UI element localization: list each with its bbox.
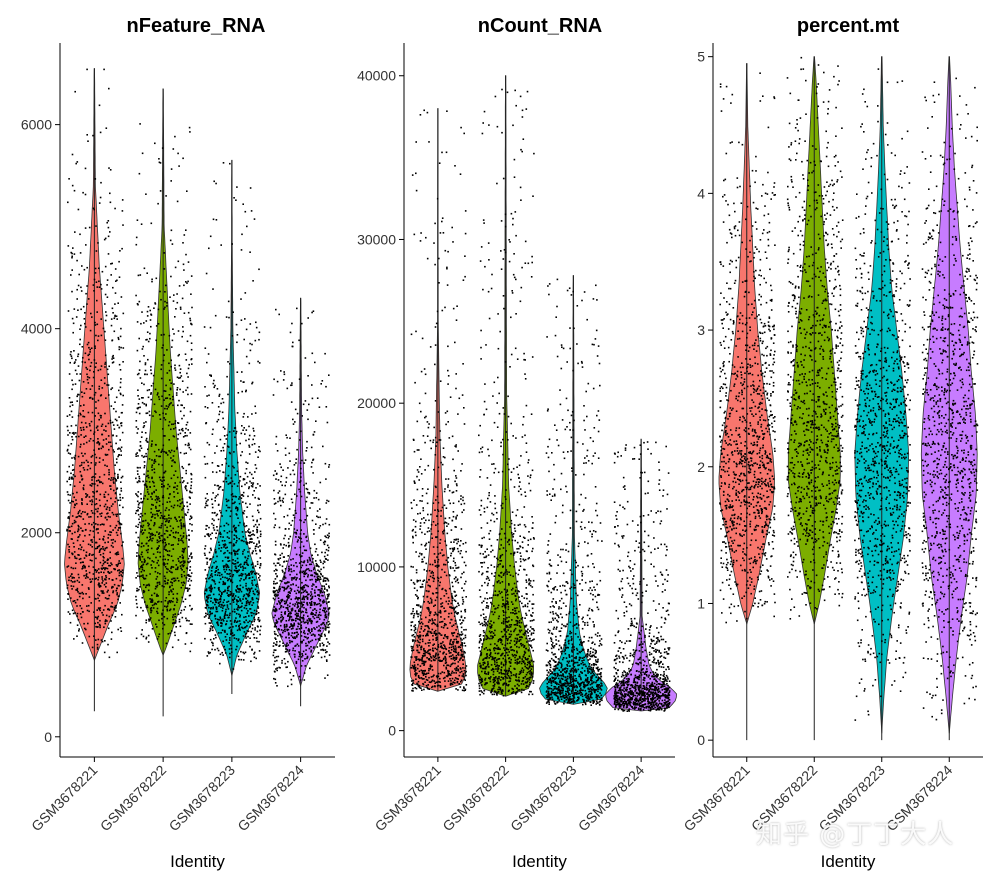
y-tick-label: 10000	[357, 559, 396, 575]
x-tick-label: GSM3678224	[234, 762, 307, 835]
x-axis-label: Identity	[170, 852, 225, 871]
y-tick-label: 0	[697, 732, 705, 748]
y-tick-label: 4000	[21, 321, 52, 337]
series-GSM3678222	[135, 88, 193, 717]
x-tick-label: GSM3678224	[575, 762, 648, 835]
chart-title: nCount_RNA	[478, 15, 602, 37]
y-tick-label: 3	[697, 322, 705, 338]
y-tick-label: 0	[388, 723, 396, 739]
series-GSM3678221	[718, 63, 776, 741]
y-tick-label: 5	[697, 49, 705, 65]
series-GSM3678222	[477, 75, 535, 697]
y-tick-label: 6000	[21, 117, 52, 133]
jitter-points-GSM3678222	[135, 123, 193, 653]
jitter-points-GSM3678224	[613, 441, 671, 712]
panel-ncount-rna: nCount_RNA 0 10000 20000 30000 40000 GSM367822…	[357, 15, 678, 871]
y-tick-label: 2000	[21, 525, 52, 541]
y-tick-label: 40000	[357, 68, 396, 84]
series-GSM3678223	[854, 56, 911, 741]
x-tick-label: GSM3678223	[166, 762, 239, 835]
jitter-points-GSM3678221	[66, 68, 125, 659]
y-tick-label: 30000	[357, 231, 396, 247]
chart-title: percent.mt	[797, 15, 900, 37]
y-tick-label: 4	[697, 185, 705, 201]
jitter-points-GSM3678222	[478, 88, 535, 697]
x-tick-label: GSM3678221	[680, 762, 753, 835]
series-GSM3678224	[605, 438, 678, 712]
x-axis-label: Identity	[821, 852, 876, 871]
series-GSM3678223	[203, 159, 262, 694]
x-tick-label: GSM3678221	[372, 762, 445, 835]
series-GSM3678224	[271, 297, 331, 707]
y-tick-label: 2	[697, 459, 705, 475]
chart-title: nFeature_RNA	[127, 15, 266, 37]
x-tick-label: GSM3678223	[507, 762, 580, 835]
series-GSM3678222	[786, 56, 844, 741]
x-tick-label: GSM3678221	[28, 762, 101, 835]
series-GSM3678221	[64, 68, 125, 712]
jitter-points-GSM3678222	[786, 56, 844, 620]
series-GSM3678223	[539, 275, 608, 706]
watermark: 知乎 @丁丁大人	[756, 820, 955, 850]
x-tick-label: GSM3678222	[439, 762, 512, 835]
jitter-points-GSM3678223	[203, 162, 262, 670]
series-GSM3678221	[409, 108, 468, 692]
jitter-points-GSM3678223	[545, 278, 603, 706]
jitter-points-GSM3678224	[921, 77, 979, 721]
jitter-points-GSM3678221	[410, 109, 468, 692]
x-axis-label: Identity	[512, 852, 567, 871]
panel-nfeature-rna: nFeature_RNA0200040006000GSM3678221GSM36…	[21, 15, 335, 871]
panel-percent-mt: percent.mt012345GSM3678221GSM3678222GSM3…	[680, 15, 983, 871]
jitter-points-GSM3678224	[272, 307, 331, 688]
jitter-points-GSM3678223	[854, 68, 911, 721]
series-GSM3678224	[920, 56, 979, 741]
y-tick-label: 1	[697, 595, 705, 611]
y-tick-label: 0	[44, 729, 52, 745]
jitter-points-GSM3678221	[719, 72, 776, 624]
y-tick-label: 20000	[357, 395, 396, 411]
x-tick-label: GSM3678222	[97, 762, 170, 835]
